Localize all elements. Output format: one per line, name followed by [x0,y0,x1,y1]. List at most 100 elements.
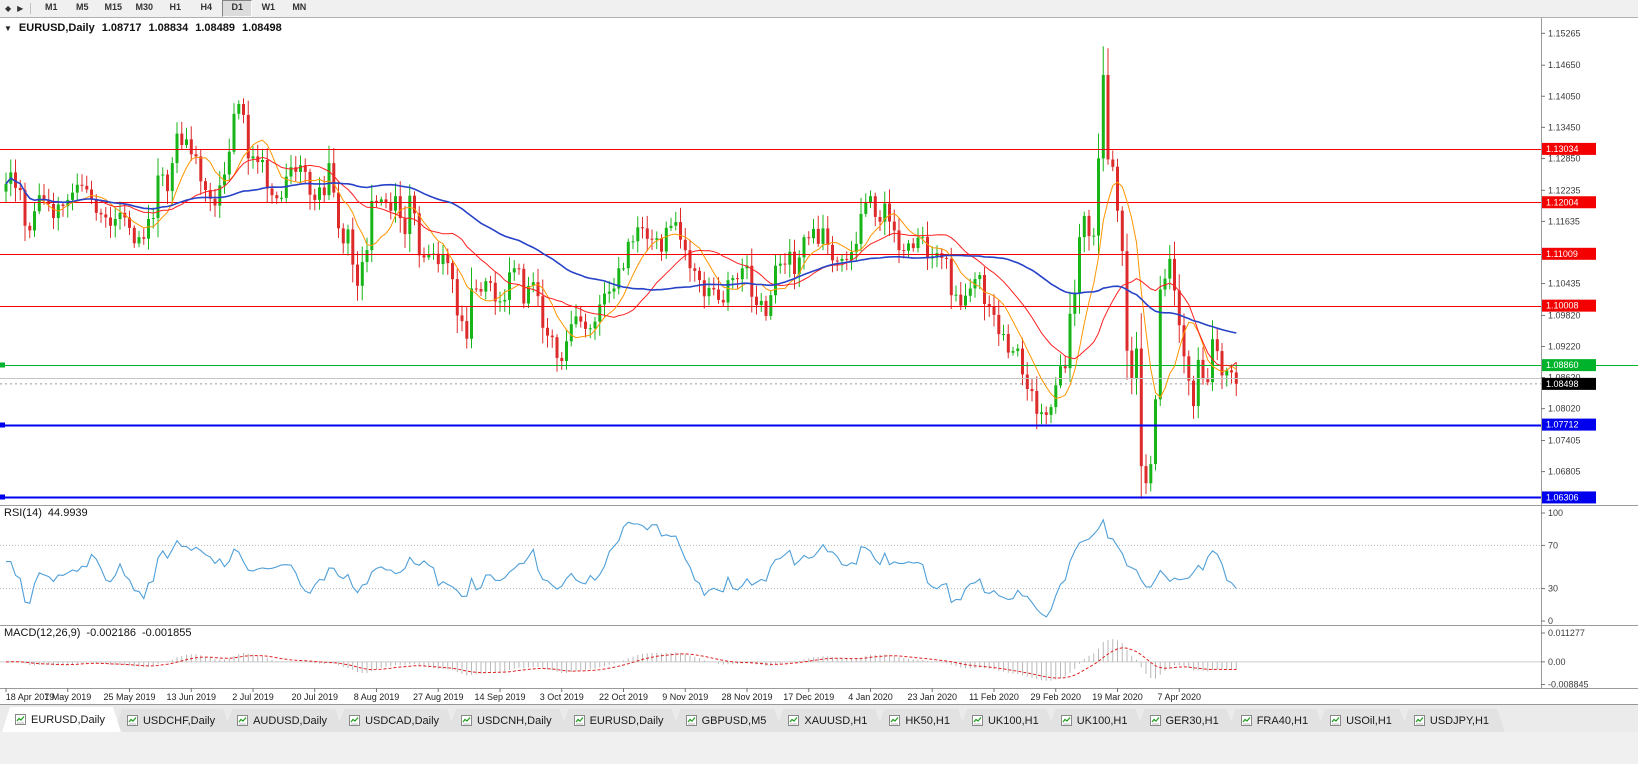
chart-tab-xauusd-h1-7[interactable]: XAUUSD,H1 [775,709,883,732]
chart-tab-gbpusd-m5-6[interactable]: GBPUSD,M5 [673,709,783,732]
chart-tab-usdcnh-daily-4[interactable]: USDCNH,Daily [448,709,568,732]
macd-signal-value: -0.001855 [141,627,192,639]
chart-tab-label: HK50,H1 [905,714,950,727]
svg-text:0: 0 [1548,616,1553,626]
svg-text:1.07405: 1.07405 [1548,436,1581,446]
chart-tab-label: UK100,H1 [1076,714,1128,727]
chart-tab-label: USDCAD,Daily [365,714,440,727]
chart-tab-uk100-h1-9[interactable]: UK100,H1 [959,709,1055,732]
macd-name: MACD(12,26,9) [4,627,81,639]
rsi-name: RSI(14) [4,507,42,519]
svg-text:70: 70 [1548,540,1558,550]
svg-text:1.08020: 1.08020 [1548,404,1581,414]
rsi-line [6,518,1237,618]
chart-tab-usdchf-daily-1[interactable]: USDCHF,Daily [114,709,231,732]
hline-handle[interactable] [0,362,5,368]
timeframe-button-d1[interactable]: D1 [222,0,253,17]
svg-text:1.08620: 1.08620 [1548,373,1581,383]
chart-tab-label: USDJPY,H1 [1429,714,1490,727]
ma-50-line [5,177,1237,334]
svg-text:7 May 2019: 7 May 2019 [44,692,91,702]
status-bar [0,731,1638,764]
chart-symbol-label: EURUSD,Daily [18,22,95,34]
ma-8-line [5,139,1237,400]
horizontal-lines [0,149,1638,500]
timeframe-button-mn[interactable]: MN [292,2,307,12]
chart-tab-fra40-h1-12[interactable]: FRA40,H1 [1228,709,1324,732]
svg-text:22 Oct 2019: 22 Oct 2019 [599,692,648,702]
svg-text:17 Dec 2019: 17 Dec 2019 [783,692,834,702]
svg-text:1.06805: 1.06805 [1548,467,1581,477]
svg-text:1.09820: 1.09820 [1548,310,1581,320]
timeframe-button-m30[interactable]: M30 [135,2,154,12]
svg-text:8 Aug 2019: 8 Aug 2019 [354,692,400,702]
chart-menu-icon[interactable]: ▼ [4,23,12,33]
ohlc-high: 1.08834 [148,22,189,34]
chart-tab-ger30-h1-11[interactable]: GER30,H1 [1137,709,1235,732]
chart-tab-label: USDCHF,Daily [142,714,216,727]
timeframe-button-w1[interactable]: W1 [261,2,276,12]
chart-icon [1061,715,1072,726]
play-arrow-icon[interactable]: ▶ [17,3,24,13]
chart-tab-usoil-h1-13[interactable]: USOil,H1 [1317,709,1408,732]
chart-icon [461,715,472,726]
chart-icon [349,715,360,726]
ohlc-close: 1.08498 [242,22,282,34]
svg-text:20 Jul 2019: 20 Jul 2019 [291,692,338,702]
timeframe-toolbar: ◆ ▶ M1 M5 M15 M30 H1 H4 D1 W1 MN [0,0,1638,18]
timeframe-button-m15[interactable]: M15 [104,2,123,12]
chart-icon [788,715,799,726]
diamond-icon[interactable]: ◆ [5,3,12,13]
chart-tab-usdjpy-h1-14[interactable]: USDJPY,H1 [1401,709,1505,732]
svg-text:2 Jul 2019: 2 Jul 2019 [232,692,274,702]
chart-tab-hk50-h1-8[interactable]: HK50,H1 [876,709,966,732]
svg-text:4 Jan 2020: 4 Jan 2020 [848,692,893,702]
svg-text:18 Apr 2019: 18 Apr 2019 [6,692,55,702]
svg-text:9 Nov 2019: 9 Nov 2019 [662,692,708,702]
svg-text:1.10435: 1.10435 [1548,279,1581,289]
chart-icon [15,714,26,725]
chart-icon [574,715,585,726]
svg-text:29 Feb 2020: 29 Feb 2020 [1030,692,1081,702]
svg-text:1.15265: 1.15265 [1548,28,1581,38]
svg-text:1.07712: 1.07712 [1546,420,1579,430]
chart-tab-bar: EURUSD,Daily USDCHF,Daily AUDUSD,Daily USDC… [0,704,1638,732]
svg-text:23 Jan 2020: 23 Jan 2020 [907,692,957,702]
svg-text:27 Aug 2019: 27 Aug 2019 [413,692,464,702]
chart-icon [1150,715,1161,726]
chart-tab-usdcad-daily-3[interactable]: USDCAD,Daily [336,709,455,732]
timeframe-button-h1[interactable]: H1 [169,2,182,12]
svg-text:1.08860: 1.08860 [1546,360,1579,370]
svg-text:11 Feb 2020: 11 Feb 2020 [969,692,1019,702]
svg-text:30: 30 [1548,584,1558,594]
svg-text:1.11635: 1.11635 [1548,216,1580,226]
hline-handle[interactable] [0,494,5,500]
timeframe-button-h4[interactable]: H4 [200,2,213,12]
chart-tab-audusd-daily-2[interactable]: AUDUSD,Daily [224,709,343,732]
chart-tab-eurusd-daily-0[interactable]: EURUSD,Daily [2,707,121,732]
chart-icon [1330,715,1341,726]
price-chart[interactable]: 1.15265 1.14650 1.14050 1.13450 1.12850 1.122… [0,17,1638,704]
price-scale: 1.15265 1.14650 1.14050 1.13450 1.12850 1.122… [1541,28,1596,690]
timeframe-button-m1[interactable]: M1 [45,2,58,12]
chart-tab-label: EURUSD,Daily [589,714,664,727]
svg-text:13 Jun 2019: 13 Jun 2019 [166,692,216,702]
timeframe-button-m5[interactable]: M5 [76,2,89,12]
hline-handle[interactable] [0,422,5,428]
chart-tab-eurusd-daily-5[interactable]: EURUSD,Daily [561,709,680,732]
chart-background [0,17,1638,704]
chart-tab-label: USDCNH,Daily [477,714,552,727]
toolbar-separator [30,3,32,14]
rsi-value: 44.9939 [47,507,88,519]
svg-text:1.12235: 1.12235 [1548,185,1581,195]
ohlc-open: 1.08717 [101,22,142,34]
chart-icon [127,715,138,726]
chart-tab-label: GER30,H1 [1165,714,1219,727]
svg-text:14 Sep 2019: 14 Sep 2019 [474,692,525,702]
chart-tab-label: UK100,H1 [987,714,1039,727]
ma-20-line [5,156,1237,367]
chart-tab-uk100-h1-10[interactable]: UK100,H1 [1048,709,1144,732]
chart-icon [1414,715,1425,726]
chart-tab-label: AUDUSD,Daily [253,714,328,727]
svg-text:28 Nov 2019: 28 Nov 2019 [721,692,772,702]
